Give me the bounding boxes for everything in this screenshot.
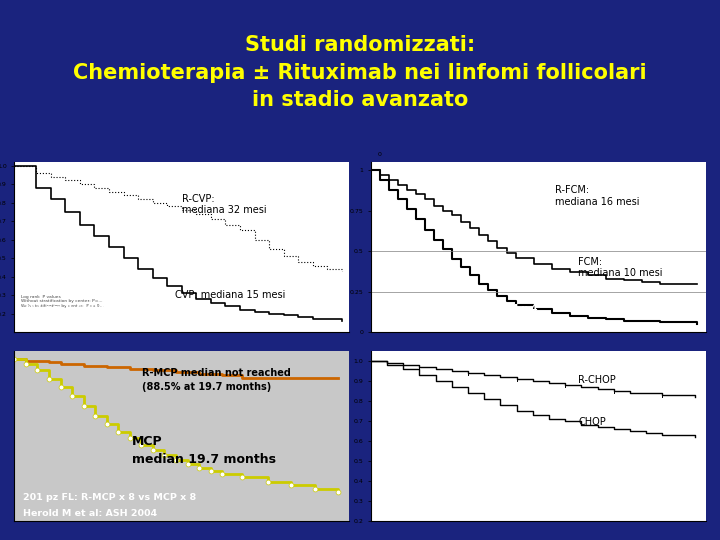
Text: 201 pz FL: R-MCP x 8 vs MCP x 8: 201 pz FL: R-MCP x 8 vs MCP x 8 — [22, 492, 196, 502]
Text: R-CVP:
mediana 32 mesi: R-CVP: mediana 32 mesi — [182, 194, 266, 215]
Text: R-CHOP: R-CHOP — [578, 375, 616, 385]
Text: R-FCM:
mediana 16 mesi: R-FCM: mediana 16 mesi — [555, 185, 639, 207]
Text: median 19.7 months: median 19.7 months — [132, 454, 276, 467]
Text: Studi randomizzati:
Chemioterapia ± Rituximab nei linfomi follicolari
in stadio : Studi randomizzati: Chemioterapia ± Ritu… — [73, 36, 647, 110]
Text: Log rank  P values
Without stratification by center: P=...
With stratification b: Log rank P values Without stratification… — [21, 295, 104, 308]
Text: 0: 0 — [377, 152, 382, 157]
Text: Hiddemann W et al: Blood 2005: Hiddemann W et al: Blood 2005 — [381, 509, 549, 518]
Text: Marcus R et al: Blood 2005: Marcus R et al: Blood 2005 — [22, 320, 166, 329]
Text: CVP: mediana 15 mesi: CVP: mediana 15 mesi — [175, 289, 285, 300]
Text: 428 pz: R-CHOP x 6-8 vs CHOP x 6-8: 428 pz: R-CHOP x 6-8 vs CHOP x 6-8 — [381, 492, 573, 502]
Text: 128 pz: R-FCM x 4 vs FCM x 4: 128 pz: R-FCM x 4 vs FCM x 4 — [381, 303, 537, 313]
Text: FCM:
mediana 10 mesi: FCM: mediana 10 mesi — [578, 256, 663, 278]
Text: R-MCP median not reached: R-MCP median not reached — [142, 368, 290, 378]
Text: Forstpointner R et al: Blood 2004: Forstpointner R et al: Blood 2004 — [381, 320, 559, 329]
Text: (88.5% at 19.7 months): (88.5% at 19.7 months) — [142, 382, 271, 392]
Text: 321 pz: R-CVP x 8 vs CVP x 8: 321 pz: R-CVP x 8 vs CVP x 8 — [22, 303, 176, 313]
Text: MCP: MCP — [132, 435, 162, 448]
Text: Herold M et al: ASH 2004: Herold M et al: ASH 2004 — [22, 509, 157, 518]
Text: CHOP: CHOP — [578, 417, 606, 428]
